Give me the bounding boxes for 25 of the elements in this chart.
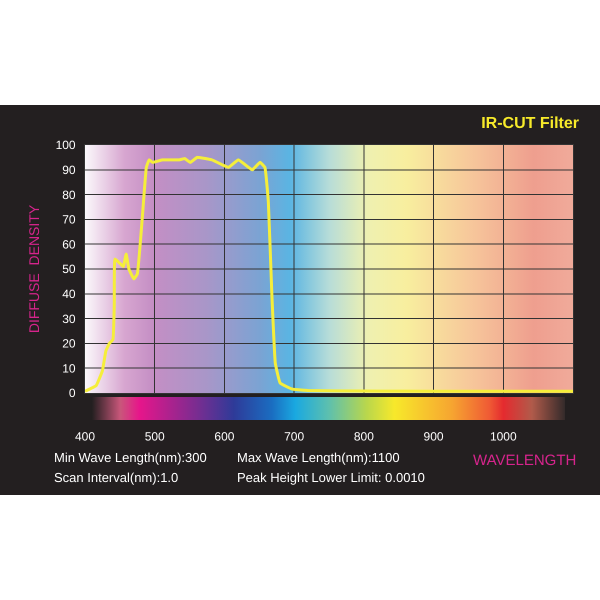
x-tick-label: 800 <box>354 429 374 444</box>
y-tick-label: 70 <box>62 212 76 227</box>
y-tick-label: 100 <box>56 138 76 152</box>
y-tick-label: 30 <box>62 312 76 326</box>
y-tick-label: 20 <box>62 336 76 351</box>
x-tick-label: 1000 <box>490 429 517 444</box>
x-tick-label: 500 <box>144 429 166 444</box>
x-tick-label: 600 <box>214 429 235 444</box>
y-tick-label: 10 <box>62 361 76 376</box>
y-tick-label: 40 <box>62 287 76 301</box>
y-tick-label: 50 <box>62 262 76 276</box>
y-tick-label: 0 <box>68 386 76 400</box>
x-axis-title: WAVELENGTH <box>473 452 576 469</box>
text: Peak Height Lower Limit: 0.0010 <box>237 470 425 485</box>
y-axis-title: DIFFUSE DENSITY <box>26 204 42 334</box>
y-tick-label: 60 <box>62 237 76 252</box>
text: Scan Interval(nm):1.0 <box>54 470 178 485</box>
y-tick-label: 80 <box>62 188 76 202</box>
x-tick-label: 900 <box>424 429 444 444</box>
x-tick-label: 400 <box>74 429 96 444</box>
chart-title: IR-CUT Filter <box>481 115 579 132</box>
text: Min Wave Length(nm):300 <box>54 450 207 465</box>
x-tick-label: 700 <box>284 429 304 444</box>
y-tick-label: 90 <box>62 163 76 177</box>
text: Max Wave Length(nm):1100 <box>237 450 400 465</box>
